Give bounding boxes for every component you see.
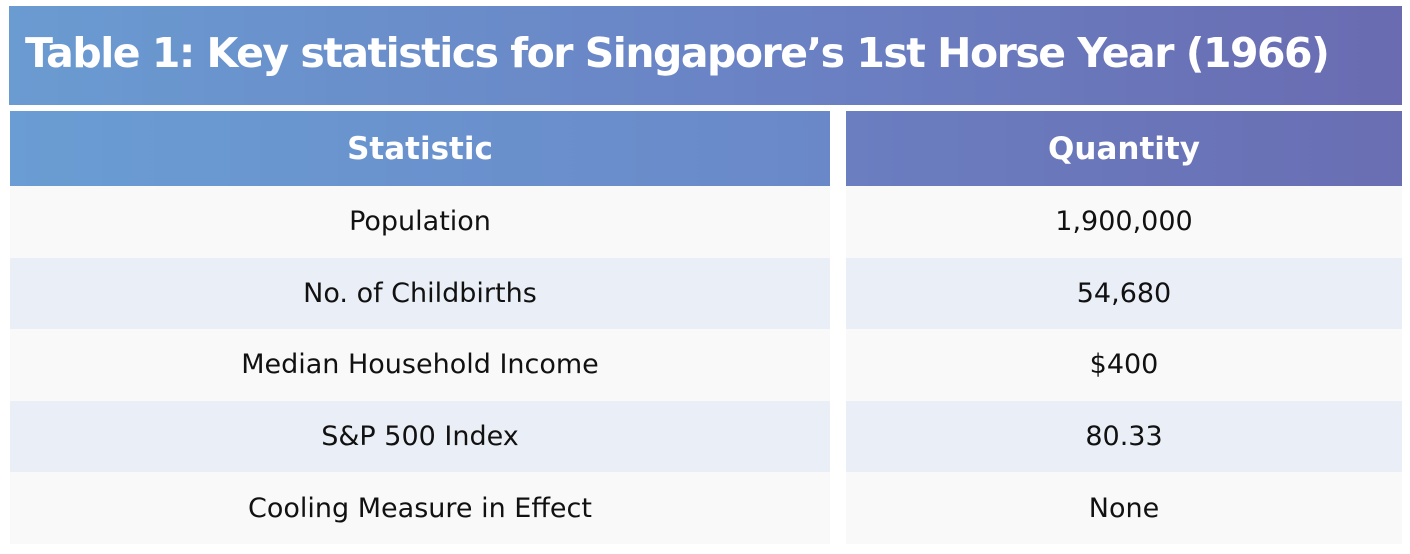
column-header-statistic: Statistic — [10, 111, 830, 186]
table-cell-statistic: Cooling Measure in Effect — [10, 472, 830, 544]
table-cell-statistic: No. of Childbirths — [10, 257, 830, 330]
column-header-quantity: Quantity — [846, 111, 1402, 186]
table-cell-statistic: Median Household Income — [10, 329, 830, 401]
table-cell-quantity: 54,680 — [846, 257, 1402, 330]
table-cell-quantity: 80.33 — [846, 400, 1402, 473]
statistic-column: Statistic Population No. of Childbirths … — [10, 111, 830, 544]
table-cell-statistic: Population — [10, 186, 830, 258]
table-title-bar: Table 1: Key statistics for Singapore’s … — [9, 6, 1402, 105]
table-cell-quantity: None — [846, 472, 1402, 544]
table-title: Table 1: Key statistics for Singapore’s … — [25, 28, 1330, 77]
table-cell-statistic: S&P 500 Index — [10, 400, 830, 473]
quantity-column: Quantity 1,900,000 54,680 $400 80.33 Non… — [846, 111, 1402, 544]
table-cell-quantity: 1,900,000 — [846, 186, 1402, 258]
table-cell-quantity: $400 — [846, 329, 1402, 401]
